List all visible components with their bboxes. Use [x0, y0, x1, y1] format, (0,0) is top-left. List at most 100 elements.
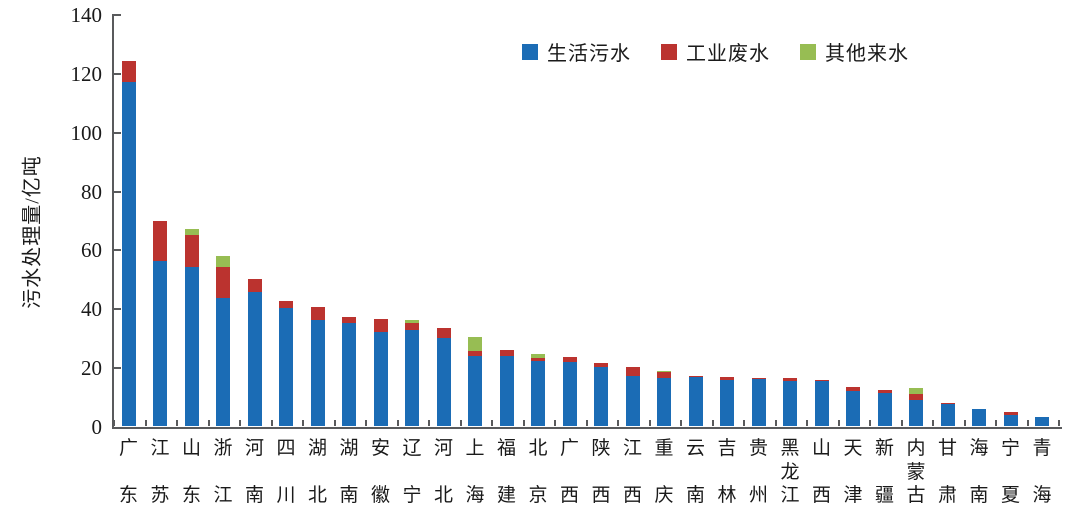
- x-axis-label-char: 川: [276, 485, 296, 506]
- x-axis-label-char: 陕: [591, 438, 611, 459]
- legend-item: 工业废水: [661, 37, 770, 66]
- x-axis-label-char: 海: [969, 438, 989, 459]
- bar-segment-工业废水: [814, 379, 829, 381]
- x-axis-label: 辽宁: [396, 437, 428, 507]
- x-axis-label-char: 江: [622, 438, 642, 459]
- x-axis-tick: [1058, 420, 1060, 426]
- x-axis-tick: [333, 420, 336, 426]
- bar-segment-工业废水: [909, 393, 923, 401]
- x-axis-label-char: 庆: [654, 485, 674, 506]
- x-axis-label-char: 宁: [402, 485, 422, 506]
- x-axis-label-char: 贵: [748, 438, 768, 459]
- x-axis-label-char: 疆: [874, 485, 894, 506]
- x-axis-tick: [302, 420, 304, 426]
- bar-segment-生活污水: [562, 362, 577, 426]
- x-axis-label: 湖北: [302, 437, 334, 507]
- bar-segment-工业废水: [373, 319, 388, 332]
- x-axis-tick: [554, 420, 556, 426]
- x-axis-tick: [144, 420, 147, 426]
- x-axis-tick: [995, 420, 997, 426]
- x-axis-label: 山东: [176, 437, 208, 507]
- bar-segment-生活污水: [846, 390, 860, 426]
- x-axis-label: 宁夏: [995, 437, 1027, 507]
- bar-segment-工业废水: [342, 317, 356, 323]
- y-axis-tick-label: 80: [81, 179, 102, 204]
- x-axis-label-char: 江: [150, 438, 170, 459]
- x-axis-label-char: 宁: [1000, 438, 1020, 459]
- x-axis-label-char: 云: [685, 438, 705, 459]
- x-axis-label: 上海: [459, 437, 491, 507]
- bar-segment-生活污水: [688, 377, 703, 426]
- bar-segment-生活污水: [216, 297, 230, 426]
- x-axis-label: 海南: [963, 437, 995, 507]
- x-axis-label-char: 北: [433, 485, 453, 506]
- bar-segment-生活污水: [909, 400, 923, 426]
- y-axis-tick-label: 60: [81, 238, 102, 263]
- x-axis-tick: [806, 420, 808, 426]
- bar-segment-工业废水: [846, 387, 860, 391]
- x-axis-label-char: 北: [307, 485, 327, 506]
- x-axis-label-char: 辽: [402, 438, 422, 459]
- x-axis-label: 广东: [113, 437, 145, 507]
- x-axis-label-char: 河: [244, 438, 264, 459]
- x-axis-label-char: 四: [276, 438, 296, 459]
- bar-segment-其他来水: [216, 255, 230, 268]
- bar-segment-工业废水: [688, 376, 703, 378]
- bar-segment-生活污水: [1035, 417, 1049, 426]
- x-axis-label-char: 南: [244, 485, 264, 506]
- x-axis-tick: [963, 420, 966, 426]
- legend-swatch-icon: [661, 43, 677, 60]
- bar-segment-工业废水: [625, 367, 640, 376]
- x-axis-label-char: 浙: [213, 438, 233, 459]
- bar-segment-生活污水: [342, 323, 356, 426]
- x-axis-label-char: 甘: [937, 438, 957, 459]
- x-axis-label-char: 重: [654, 438, 674, 459]
- x-axis-label-char: 徽: [370, 485, 390, 506]
- y-axis-tick: [112, 190, 121, 193]
- bar-segment-生活污水: [657, 378, 671, 426]
- x-axis-label-char: 古: [906, 485, 926, 506]
- bar-segment-其他来水: [909, 388, 923, 394]
- x-axis-label-char: 内: [906, 438, 926, 459]
- bar-segment-工业废水: [562, 356, 577, 363]
- bar-segment-工业废水: [531, 357, 545, 362]
- bar-segment-工业废水: [499, 349, 514, 357]
- x-axis-label-char: 东: [181, 485, 201, 506]
- x-axis-label-char: 苏: [150, 485, 170, 506]
- x-axis-tick: [428, 420, 430, 426]
- y-axis-tick-label: 0: [91, 415, 103, 439]
- x-axis-tick: [774, 420, 777, 426]
- x-axis-label-char: 西: [591, 485, 611, 506]
- x-axis-label: 贵州: [743, 437, 775, 507]
- x-axis-label: 广西: [554, 437, 586, 507]
- bar-segment-生活污水: [1003, 415, 1018, 426]
- x-axis-label: 浙江: [207, 437, 239, 507]
- x-axis-label-char: 黑: [780, 438, 800, 459]
- x-axis-label: 新疆: [869, 437, 901, 507]
- x-axis-label: 黑龙江: [774, 437, 806, 507]
- bar-segment-工业废水: [436, 328, 451, 338]
- bar-segment-生活污水: [531, 361, 545, 426]
- y-axis-tick-label: 100: [70, 120, 103, 145]
- x-axis-tick: [711, 420, 714, 426]
- x-axis-label-char: 海: [1032, 485, 1052, 506]
- x-axis-label-char: 南: [969, 485, 989, 506]
- x-axis-tick: [869, 420, 871, 426]
- bar-segment-工业废水: [783, 378, 797, 381]
- x-axis-tick: [1026, 420, 1029, 426]
- x-axis-label-char: 南: [685, 485, 705, 506]
- bar-segment-生活污水: [436, 337, 451, 426]
- x-axis-label-char: 山: [811, 438, 831, 459]
- bar-segment-其他来水: [531, 354, 545, 358]
- bar-segment-生活污水: [405, 330, 419, 426]
- x-axis-label: 陕西: [585, 437, 617, 507]
- x-axis-label-char: 西: [622, 485, 642, 506]
- x-axis-label: 天津: [837, 437, 869, 507]
- x-axis-tick: [113, 420, 115, 426]
- x-axis-tick: [239, 420, 241, 426]
- bar-segment-生活污水: [594, 367, 608, 426]
- x-axis-label-char: 西: [559, 485, 579, 506]
- bar-segment-生活污水: [153, 261, 167, 426]
- x-axis-label-char: 新: [874, 438, 894, 459]
- x-axis-label: 北京: [522, 437, 554, 507]
